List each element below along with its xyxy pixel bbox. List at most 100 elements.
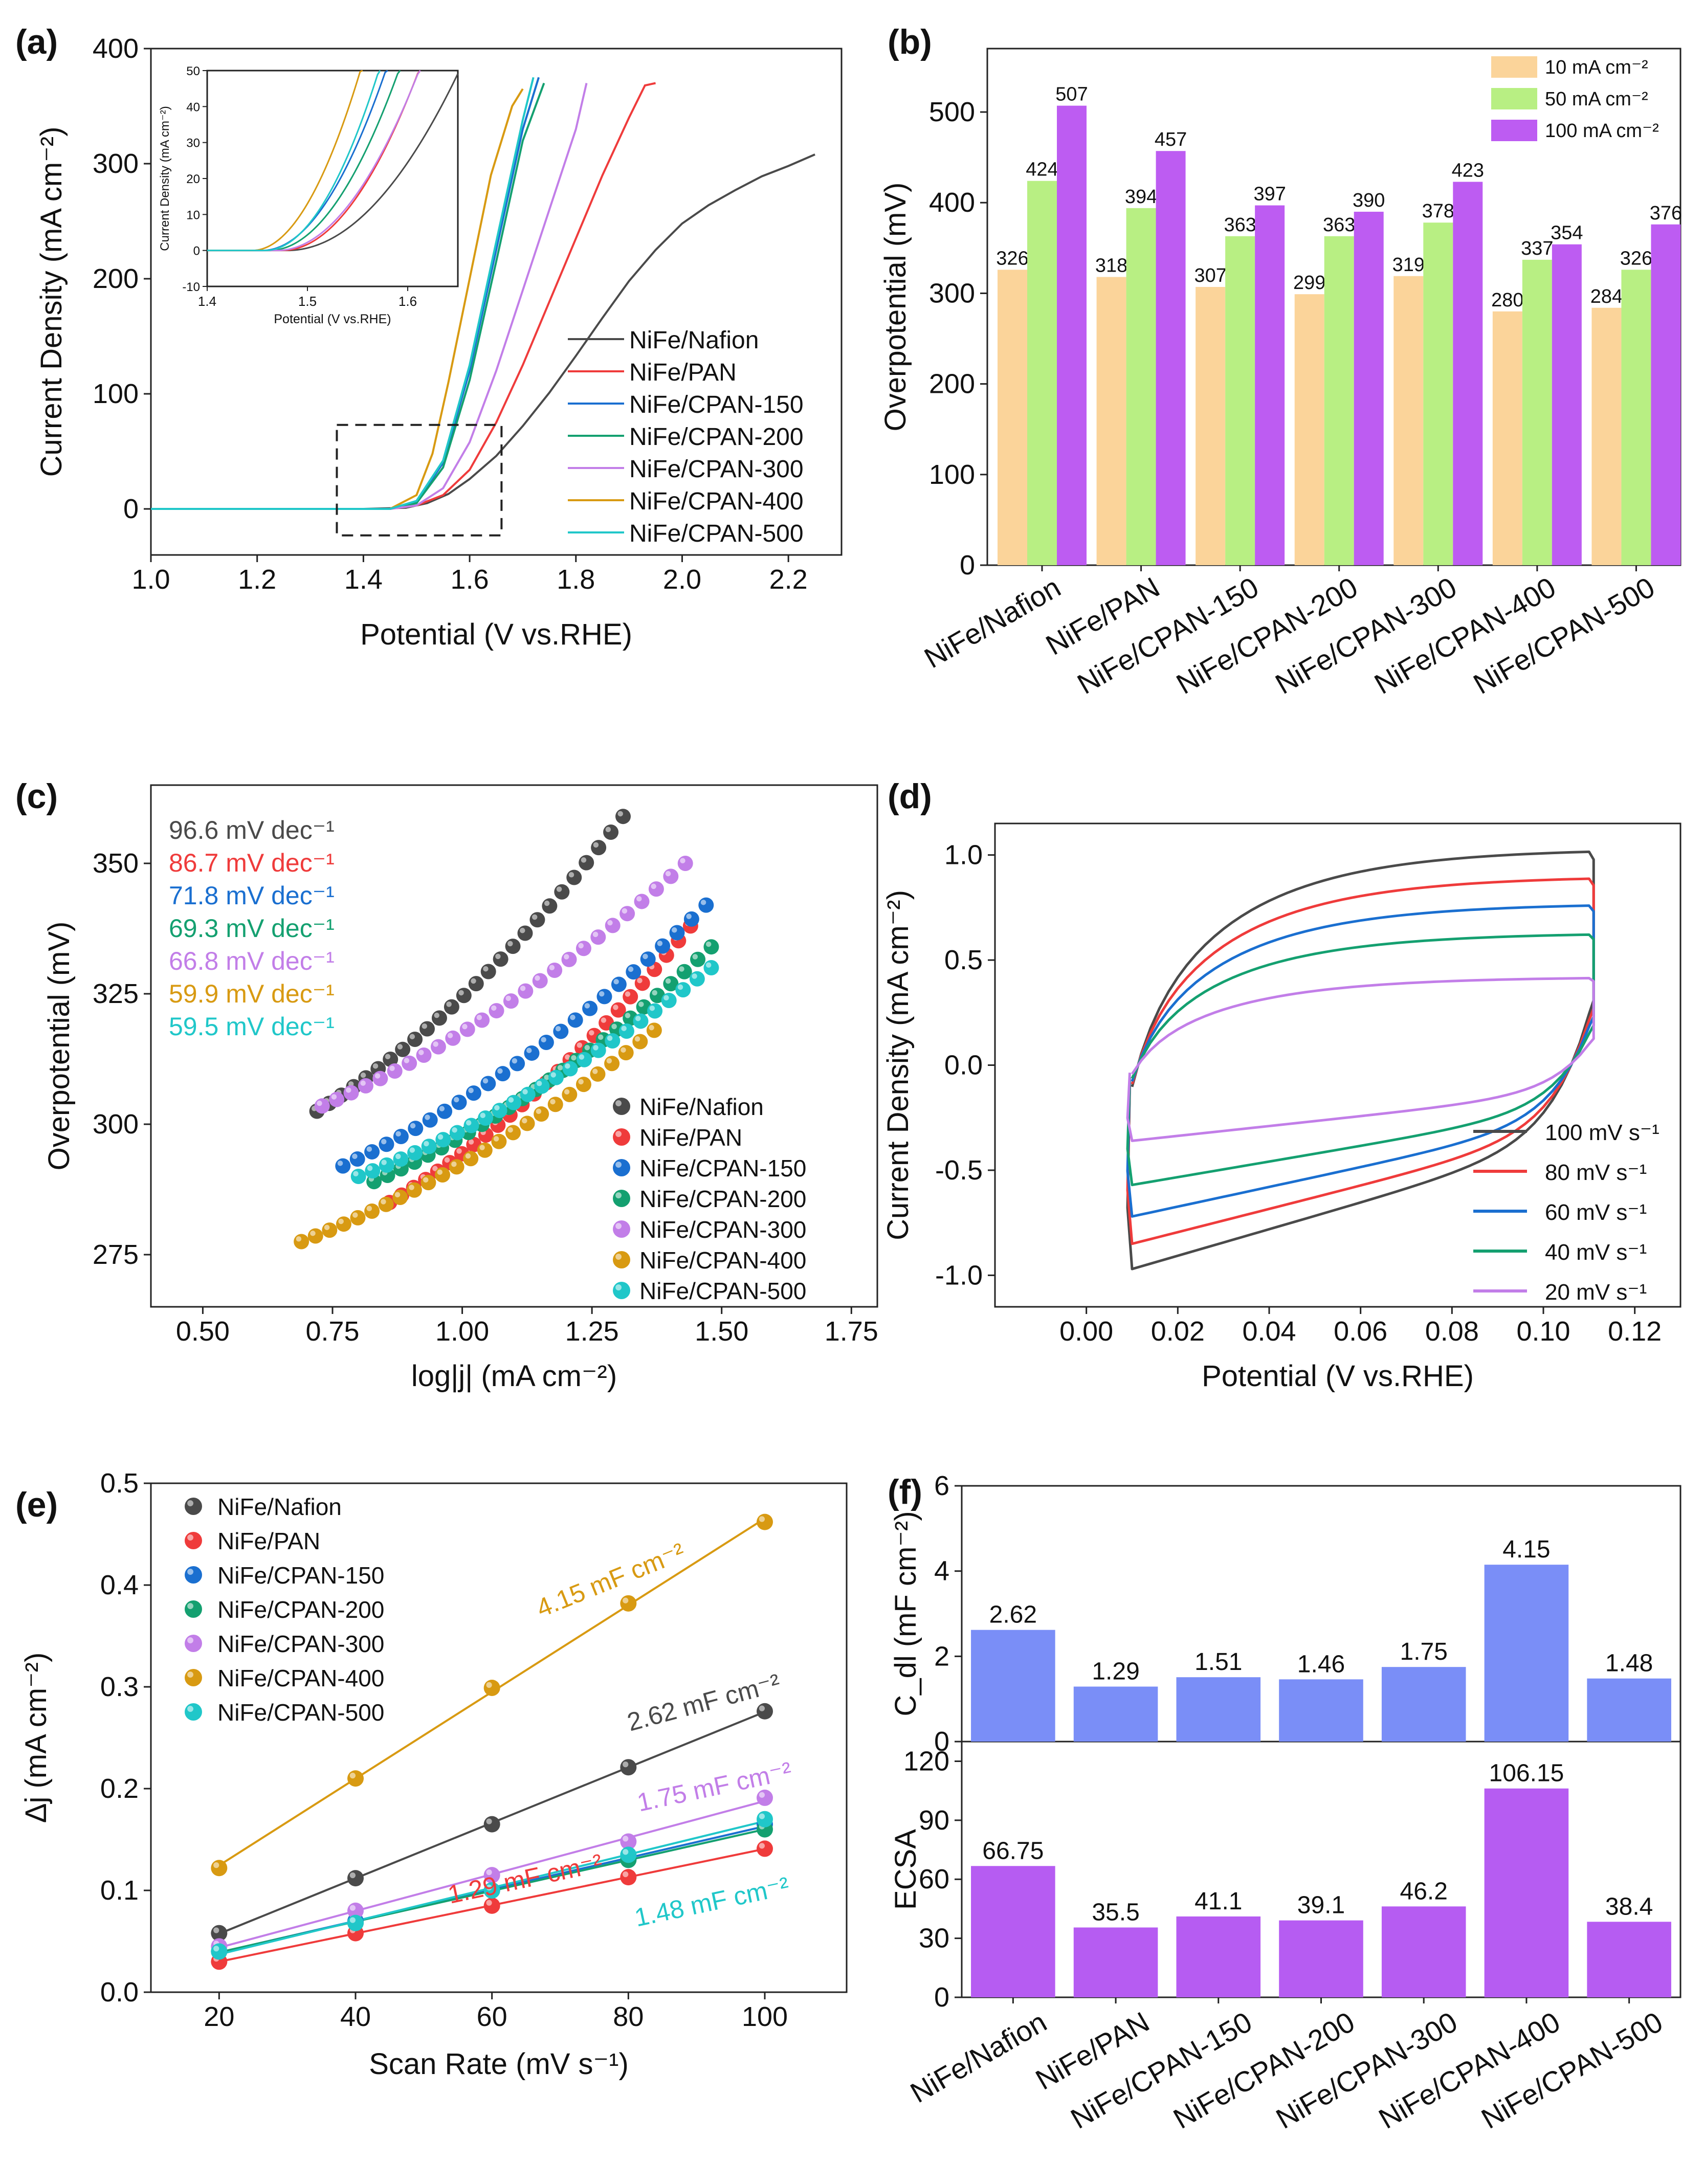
panel-b-bar-value: 378 [1422,200,1454,222]
panel-c-point [419,1021,435,1037]
panel-c-slope-label: 86.7 mV dec⁻¹ [169,849,335,877]
panel-f-cdl-bar [1176,1677,1261,1742]
panel-b-y-tick-label: 0 [960,550,975,581]
panel-c-point-highlight [493,1136,499,1142]
panel-c-point-highlight [592,931,599,938]
panel-f-category-label: NiFe/CPAN-300 [1271,2005,1463,2135]
panel-d-x-tick-label: 0.10 [1516,1316,1570,1347]
panel-c-point-highlight [599,991,605,997]
panel-b-bar [1156,151,1186,566]
panel-d-cv-loop [1126,904,1595,1218]
panel-c-point [408,1121,424,1136]
panel-c-point-highlight [536,1080,542,1086]
panel-c-point-highlight [381,1199,386,1205]
panel-b-bar [1354,211,1384,565]
panel-c-point [463,1151,479,1167]
panel-d-y-tick-label: -1.0 [935,1260,983,1290]
panel-e-legend-marker [185,1498,202,1515]
panel-e-point-highlight [759,1843,765,1849]
panel-f-bottom-y-tick-label: 120 [903,1746,949,1776]
panel-c-point [505,1125,521,1141]
panel-c-point-highlight [352,1212,358,1218]
panel-e-x-tick-label: 80 [613,2001,644,2032]
panel-e-x-tick-label: 40 [340,2001,371,2032]
panel-b-y-tick-label: 500 [929,97,975,127]
panel-f-cdl-value: 1.48 [1605,1650,1653,1677]
panel-c-point-highlight [296,1236,302,1242]
panel-c-point-highlight [505,995,511,1001]
panel-c-point [605,918,621,933]
panel-c-point [648,881,664,897]
panel-c-point [314,1098,330,1114]
panel-c-legend-label: NiFe/Nafion [639,1094,764,1120]
panel-f-cdl-value: 1.51 [1194,1648,1242,1676]
panel-c-point [623,989,638,1005]
panel-b-bar [1552,244,1582,566]
panel-c-point [579,855,594,871]
panel-c-point-highlight [605,827,611,832]
panel-a-legend-label: NiFe/CPAN-300 [629,456,804,483]
panel-c-point-highlight [466,1120,472,1126]
panel-c-point-highlight [679,966,684,972]
panel-b-y-tick-label: 100 [929,459,975,490]
panel-c-point-highlight [468,1087,474,1094]
panel-c-point [510,1056,525,1072]
panel-e-y-tick-label: 0.4 [100,1570,139,1600]
panel-c-point-highlight [565,1063,570,1069]
panel-c-point-highlight [465,1153,471,1159]
panel-f-cdl-value: 4.15 [1502,1536,1550,1563]
panel-c-point-highlight [571,1055,577,1061]
panel-b-bar [1621,270,1651,565]
panel-c-point [532,973,548,989]
panel-c-point-highlight [480,1112,486,1119]
panel-e-legend-label: NiFe/CPAN-400 [217,1665,384,1691]
panel-a-y-tick-label: 200 [93,263,139,294]
panel-c-legend-marker [613,1251,630,1268]
panel-c-point-highlight [418,1050,424,1055]
panel-label: (a) [15,23,58,61]
panel-c-legend-label: NiFe/CPAN-200 [639,1186,806,1212]
inset-y-tick-label: 50 [186,64,200,78]
panel-b-bar [1126,208,1156,566]
panel-c-point [364,1204,380,1219]
panel-f-top-y-tick-label: 0 [934,1726,949,1757]
panel-b-bar-value: 354 [1551,222,1583,244]
panel-e-legend-label: NiFe/CPAN-300 [217,1631,384,1657]
panel-c-point-highlight [613,1005,618,1010]
panel-c-slope-label: 71.8 mV dec⁻¹ [169,881,335,910]
panel-a-curve-NiFe/Nafion [151,153,815,510]
panel-c-point [632,1034,648,1050]
panel-f-cdl-value: 1.46 [1297,1651,1345,1678]
panel-c-point-highlight [432,1166,438,1171]
panel-e-point-highlight [213,1927,219,1933]
panel-d-x-tick-label: 0.04 [1242,1316,1296,1347]
panel-d-cv-loop [1126,877,1595,1245]
panel-c-y-axis-label: Overpotential (mV) [42,922,76,1171]
panel-c-point [577,1052,592,1067]
panel-c-frame [150,784,878,1308]
panel-c-point [393,1128,409,1144]
panel-c-point-highlight [584,1003,590,1009]
panel-c-point-highlight [366,1206,372,1212]
panel-e-legend-label: NiFe/CPAN-150 [217,1562,384,1589]
panel-c-point [491,1133,507,1149]
panel-c-legend-marker [613,1190,630,1207]
panel-c-point-highlight [425,1115,430,1120]
panel-c-point [478,1110,494,1126]
panel-e-point-highlight [486,1682,492,1688]
panel-d-x-tick-label: 0.12 [1608,1316,1662,1347]
inset-curve-NiFe/CPAN-500 [207,70,381,252]
panel-c-point [603,824,619,840]
panel-d-cv-loop [1126,850,1595,1271]
panel-c-point [329,1091,345,1107]
panel-c-point-highlight [651,883,656,889]
panel-d-legend-label: 60 mV s⁻¹ [1545,1200,1647,1225]
panel-e-point [483,1816,500,1833]
panel-c-legend-label: NiFe/CPAN-500 [639,1278,806,1304]
panel-a-y-axis-label: Current Density (mA cm⁻²) [35,127,68,477]
panel-b-y-tick-label: 400 [929,187,975,218]
panel-f-cdl-bar [1587,1678,1671,1742]
panel-c-point [520,1086,536,1102]
panel-c-point-highlight [495,953,501,960]
